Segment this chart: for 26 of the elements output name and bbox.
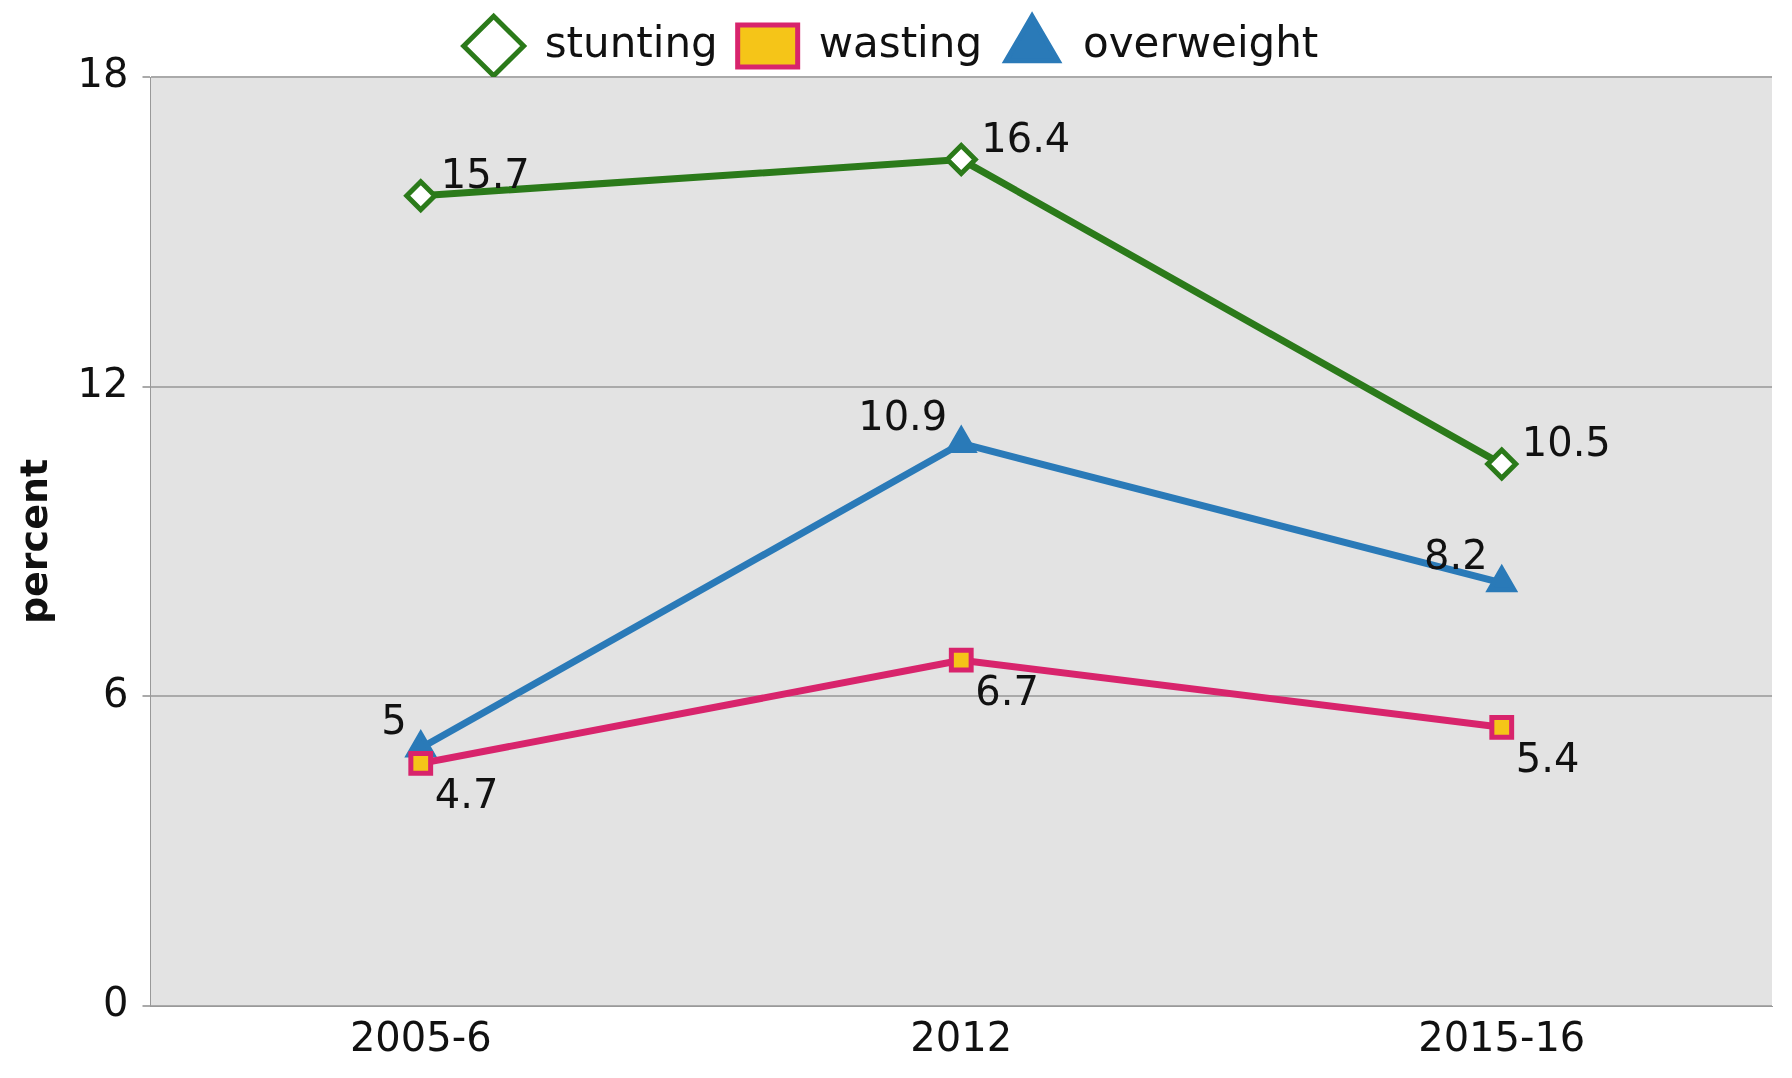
data-label: 16.4 [981, 114, 1071, 161]
data-label: 8.2 [1424, 532, 1488, 579]
point [404, 179, 438, 213]
point [948, 647, 974, 673]
data-label: 15.7 [440, 151, 530, 198]
y-tick-label: 0 [103, 979, 129, 1026]
x-tick-label: 2005-6 [349, 1014, 492, 1061]
point [1485, 447, 1519, 481]
data-label: 5 [381, 697, 407, 744]
legend-label: overweight [1083, 17, 1319, 67]
legend-label: stunting [544, 17, 718, 67]
point [408, 751, 434, 776]
data-label: 5.4 [1515, 734, 1580, 781]
point [944, 143, 978, 177]
point [1489, 714, 1515, 740]
x-tick-label: 2012 [910, 1014, 1013, 1061]
y-tick-label: 18 [77, 50, 129, 97]
data-label: 4.7 [434, 770, 499, 817]
data-label: 6.7 [975, 667, 1039, 714]
legend-label: wasting [818, 17, 983, 67]
data-label: 10.5 [1521, 419, 1611, 466]
x-tick-label: 2015-16 [1418, 1014, 1586, 1061]
data-label: 10.9 [858, 392, 948, 439]
y-axis-title: percent [11, 458, 56, 625]
y-tick-label: 6 [103, 669, 129, 716]
y-tick-label: 12 [77, 360, 129, 407]
